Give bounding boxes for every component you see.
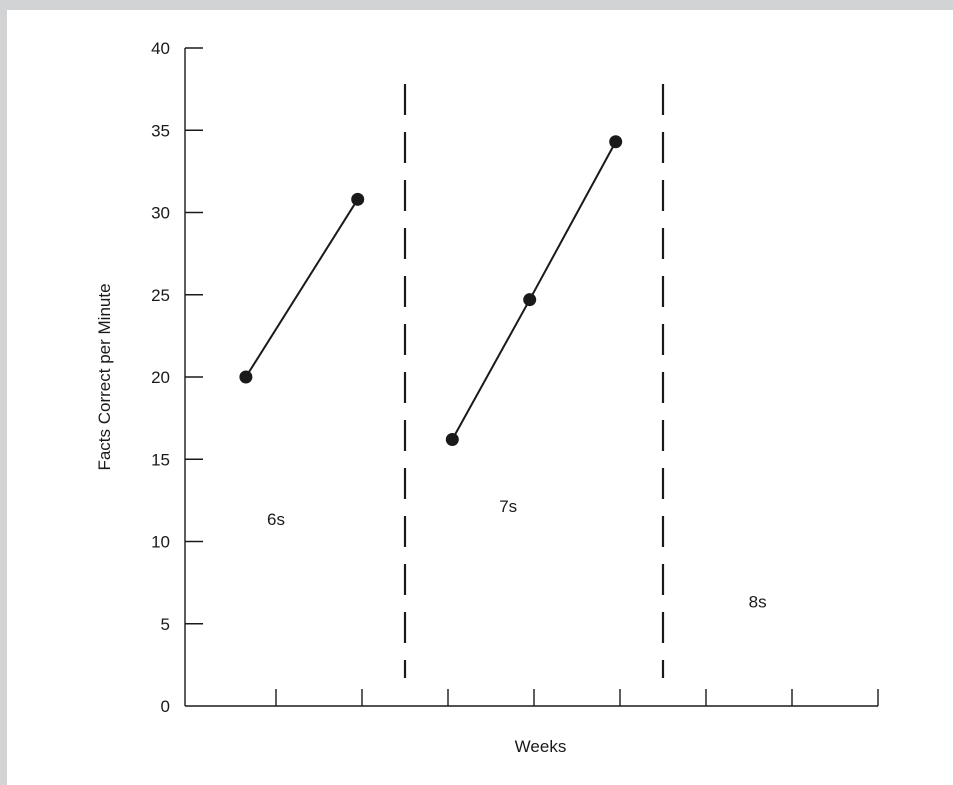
data-point [351,192,365,206]
axes: 0 5 10 15 20 25 30 35 40 [151,39,879,716]
y-tick-label: 35 [151,121,170,140]
data-point [239,370,253,384]
top-frame-band [0,0,953,10]
data-point [609,135,623,149]
phase-label: 8s [749,592,767,611]
y-tick-label: 5 [161,615,170,634]
left-frame-rule [0,10,7,785]
y-tick-label: 40 [151,39,170,58]
phase-change-lines [403,84,665,678]
y-tick-label: 25 [151,286,170,305]
y-axis-title: Facts Correct per Minute [95,283,114,470]
y-tick-label: 10 [151,533,170,552]
series-line [451,141,617,440]
phase-label: 6s [267,510,285,529]
y-tick-label: 30 [151,204,170,223]
y-tick-label: 20 [151,368,170,387]
data-point [523,293,537,307]
data-point [445,433,459,447]
y-tick-label: 0 [161,697,170,716]
chart-labels: Weeks Facts Correct per Minute 6s 7s 8s [95,283,767,756]
data-series [239,135,623,447]
x-axis-title: Weeks [515,737,567,756]
phase-label: 7s [499,497,517,516]
series-line [245,198,359,378]
y-tick-label: 15 [151,450,170,469]
